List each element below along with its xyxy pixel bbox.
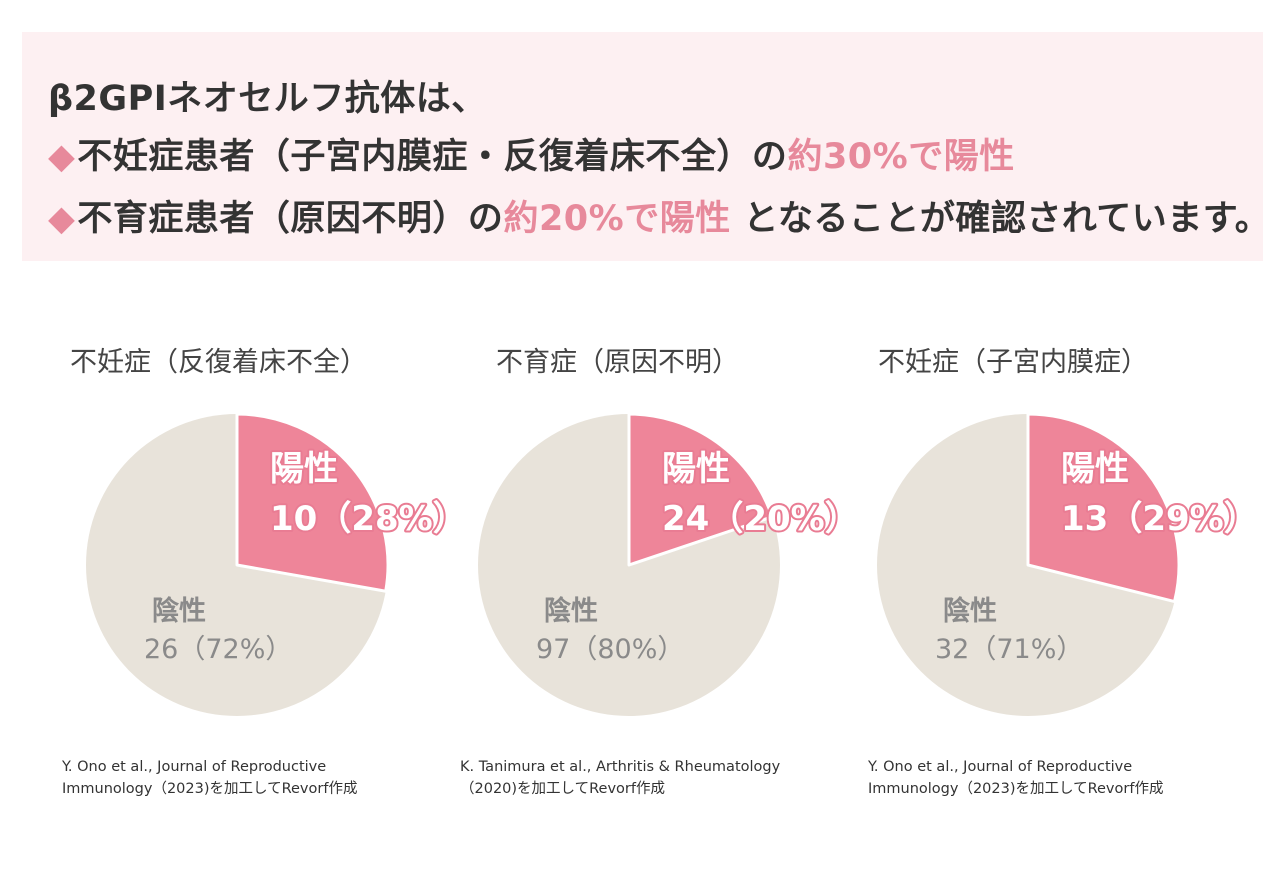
headline-line-3-text: 不育症患者（原因不明）の: [77, 199, 504, 239]
positive-value-label: 10（28%）: [270, 499, 467, 539]
chart-2-source: K. Tanimura et al., Arthritis & Rheumato…: [460, 756, 780, 800]
diamond-bullet-icon: ◆: [48, 137, 76, 177]
chart-3-source-line-1: Y. Ono et al., Journal of Reproductive: [868, 759, 1133, 775]
chart-1-source-line-2: Immunology（2023)を加工してRevorf作成: [62, 781, 358, 797]
positive-label: 陽性: [270, 449, 338, 489]
diamond-bullet-icon: ◆: [48, 199, 76, 239]
positive-value-label: 13（29%）: [1061, 499, 1258, 539]
chart-2-source-line-2: （2020)を加工してRevorf作成: [460, 781, 665, 797]
negative-label: 陰性: [544, 595, 598, 627]
positive-label: 陽性: [662, 449, 730, 489]
chart-1-title: 不妊症（反復着床不全）: [70, 347, 367, 378]
chart-1-source: Y. Ono et al., Journal of Reproductive I…: [62, 756, 357, 800]
chart-2-title: 不育症（原因不明）: [496, 347, 739, 378]
pie-slice-positive: [235, 412, 390, 593]
chart-3-title: 不妊症（子宮内膜症）: [878, 347, 1148, 378]
headline-line-3-accent: 約20%で陽性: [503, 199, 731, 239]
pie-slice-positive: [1026, 412, 1181, 604]
negative-label: 陰性: [943, 595, 997, 627]
pie-chart-1: 陽性 10（28%） 陰性 26（72%）: [86, 412, 469, 716]
pie-chart-2: 陽性 24（20%） 陰性 97（80%）: [478, 412, 861, 716]
positive-value-label: 24（20%）: [662, 499, 859, 539]
pie-slice-positive: [627, 412, 774, 567]
headline-line-3-tail: となることが確認されています。: [730, 199, 1271, 239]
negative-value-label: 97（80%）: [536, 634, 684, 665]
headline-line-1: β2GPIネオセルフ抗体は、: [48, 70, 487, 121]
headline-line-1-text: β2GPIネオセルフ抗体は、: [48, 79, 487, 119]
chart-3-source: Y. Ono et al., Journal of Reproductive I…: [868, 756, 1163, 800]
headline-line-2: ◆不妊症患者（子宮内膜症・反復着床不全）の約30%で陽性: [48, 128, 1015, 179]
negative-value-label: 26（72%）: [144, 634, 292, 665]
headline-line-3: ◆不育症患者（原因不明）の約20%で陽性 となることが確認されています。: [48, 190, 1270, 241]
chart-2-source-line-1: K. Tanimura et al., Arthritis & Rheumato…: [460, 759, 781, 775]
chart-1-source-line-1: Y. Ono et al., Journal of Reproductive: [62, 759, 327, 775]
header-box: [22, 32, 1263, 261]
pie-chart-3: 陽性 13（29%） 陰性 32（71%）: [877, 412, 1260, 716]
chart-3-source-line-2: Immunology（2023)を加工してRevorf作成: [868, 781, 1164, 797]
negative-label: 陰性: [152, 595, 206, 627]
headline-line-2-accent: 約30%で陽性: [787, 137, 1015, 177]
positive-label: 陽性: [1061, 449, 1129, 489]
negative-value-label: 32（71%）: [935, 634, 1083, 665]
headline-line-2-text: 不妊症患者（子宮内膜症・反復着床不全）の: [77, 137, 788, 177]
